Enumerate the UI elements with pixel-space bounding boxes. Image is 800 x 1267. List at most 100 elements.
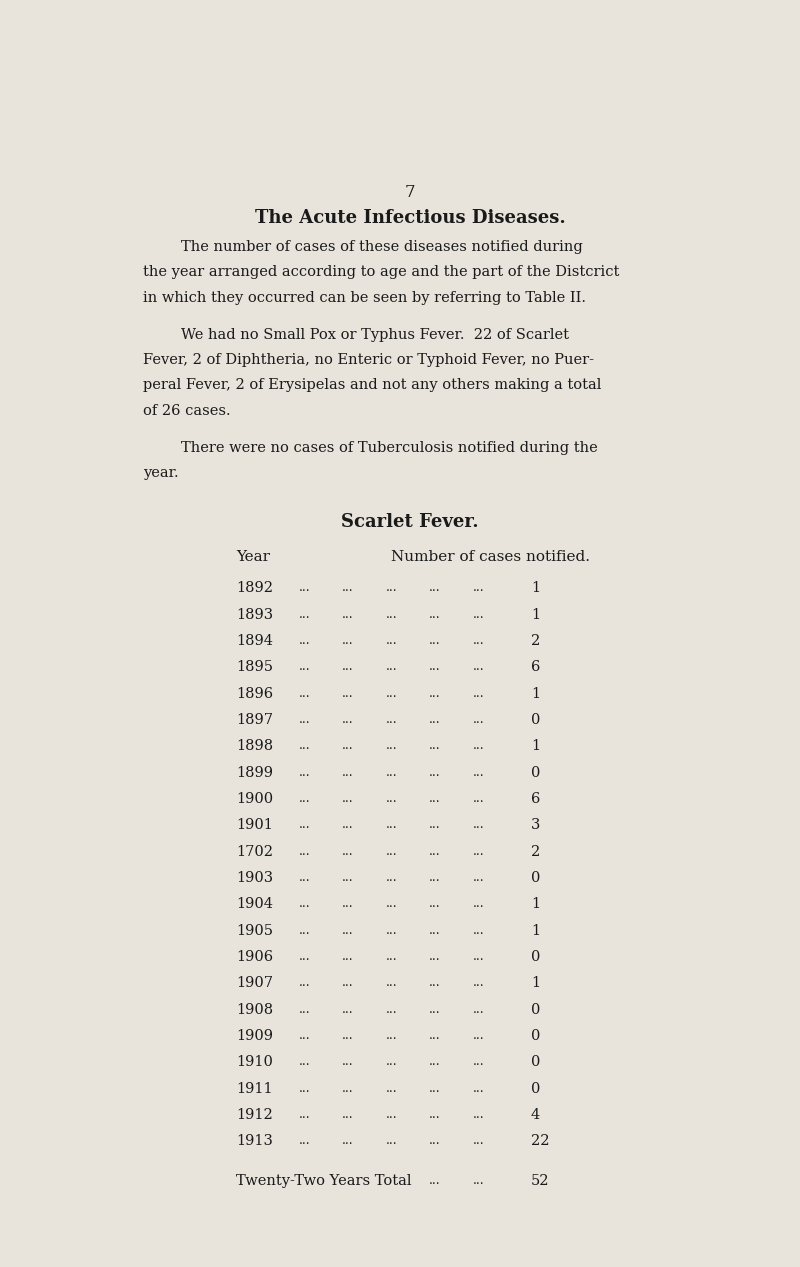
Text: ...: ... [386,713,398,726]
Text: ...: ... [298,792,310,805]
Text: ...: ... [429,818,441,831]
Text: ...: ... [342,792,354,805]
Text: 1892: 1892 [237,582,274,595]
Text: ...: ... [342,897,354,911]
Text: 4: 4 [531,1109,540,1123]
Text: 0: 0 [531,765,540,779]
Text: ...: ... [386,845,398,858]
Text: ...: ... [472,897,484,911]
Text: 1911: 1911 [237,1082,273,1096]
Text: ...: ... [298,818,310,831]
Text: ...: ... [472,608,484,621]
Text: 1: 1 [531,608,540,622]
Text: ...: ... [429,792,441,805]
Text: 1912: 1912 [237,1109,273,1123]
Text: ...: ... [429,870,441,884]
Text: ...: ... [298,1055,310,1068]
Text: ...: ... [429,950,441,963]
Text: ...: ... [472,845,484,858]
Text: ...: ... [298,687,310,699]
Text: ...: ... [472,924,484,936]
Text: 1905: 1905 [237,924,274,938]
Text: ...: ... [472,687,484,699]
Text: ...: ... [472,634,484,647]
Text: ...: ... [386,924,398,936]
Text: 2: 2 [531,845,540,859]
Text: 0: 0 [531,1029,540,1043]
Text: 6: 6 [531,792,540,806]
Text: ...: ... [472,660,484,673]
Text: 22: 22 [531,1134,550,1148]
Text: ...: ... [386,977,398,990]
Text: ...: ... [298,870,310,884]
Text: ...: ... [472,792,484,805]
Text: ...: ... [429,924,441,936]
Text: ...: ... [386,634,398,647]
Text: ...: ... [386,1029,398,1041]
Text: ...: ... [342,660,354,673]
Text: ...: ... [429,740,441,753]
Text: 1898: 1898 [237,740,274,754]
Text: ...: ... [342,924,354,936]
Text: ...: ... [429,845,441,858]
Text: 1908: 1908 [237,1002,274,1016]
Text: 1910: 1910 [237,1055,274,1069]
Text: ...: ... [386,582,398,594]
Text: 1904: 1904 [237,897,274,911]
Text: the year arranged according to age and the part of the Distcrict: the year arranged according to age and t… [143,265,620,279]
Text: ...: ... [386,660,398,673]
Text: ...: ... [429,582,441,594]
Text: ...: ... [298,713,310,726]
Text: ...: ... [342,1055,354,1068]
Text: 1906: 1906 [237,950,274,964]
Text: ...: ... [472,740,484,753]
Text: ...: ... [386,897,398,911]
Text: ...: ... [472,582,484,594]
Text: ...: ... [298,634,310,647]
Text: ...: ... [472,1134,484,1148]
Text: ...: ... [298,608,310,621]
Text: ...: ... [342,608,354,621]
Text: ...: ... [386,1055,398,1068]
Text: of 26 cases.: of 26 cases. [143,404,231,418]
Text: There were no cases of Tuberculosis notified during the: There were no cases of Tuberculosis noti… [181,441,598,455]
Text: ...: ... [342,765,354,779]
Text: 1907: 1907 [237,977,274,991]
Text: ...: ... [429,687,441,699]
Text: 52: 52 [531,1175,550,1188]
Text: ...: ... [472,1002,484,1016]
Text: 1897: 1897 [237,713,274,727]
Text: 1895: 1895 [237,660,274,674]
Text: 1900: 1900 [237,792,274,806]
Text: ...: ... [429,1134,441,1148]
Text: ...: ... [342,1134,354,1148]
Text: ...: ... [472,1055,484,1068]
Text: 1: 1 [531,582,540,595]
Text: ...: ... [386,870,398,884]
Text: ...: ... [386,1109,398,1121]
Text: ...: ... [429,660,441,673]
Text: 1702: 1702 [237,845,274,859]
Text: 0: 0 [531,1082,540,1096]
Text: ...: ... [342,1109,354,1121]
Text: 0: 0 [531,1055,540,1069]
Text: year.: year. [143,466,179,480]
Text: ...: ... [298,845,310,858]
Text: 1: 1 [531,977,540,991]
Text: Twenty-Two Years Total: Twenty-Two Years Total [237,1175,412,1188]
Text: ...: ... [429,713,441,726]
Text: ...: ... [386,687,398,699]
Text: 3: 3 [531,818,540,832]
Text: ...: ... [429,1082,441,1095]
Text: ...: ... [342,1002,354,1016]
Text: ...: ... [429,1029,441,1041]
Text: 6: 6 [531,660,540,674]
Text: 1901: 1901 [237,818,274,832]
Text: ...: ... [342,1082,354,1095]
Text: ...: ... [298,582,310,594]
Text: ...: ... [342,687,354,699]
Text: ...: ... [298,1109,310,1121]
Text: ...: ... [342,950,354,963]
Text: 1893: 1893 [237,608,274,622]
Text: ...: ... [298,897,310,911]
